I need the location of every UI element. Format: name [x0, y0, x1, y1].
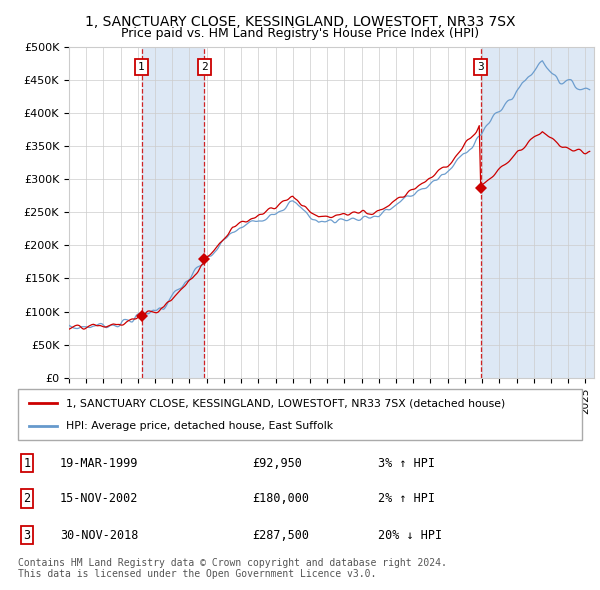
Text: 2% ↑ HPI: 2% ↑ HPI	[378, 492, 435, 505]
Bar	[142, 47, 205, 378]
Text: 1: 1	[138, 62, 145, 72]
Text: 1, SANCTUARY CLOSE, KESSINGLAND, LOWESTOFT, NR33 7SX: 1, SANCTUARY CLOSE, KESSINGLAND, LOWESTO…	[85, 15, 515, 29]
Text: 30-NOV-2018: 30-NOV-2018	[60, 529, 139, 542]
Text: 3: 3	[23, 529, 31, 542]
Text: £180,000: £180,000	[252, 492, 309, 505]
Text: 3% ↑ HPI: 3% ↑ HPI	[378, 457, 435, 470]
Text: £92,950: £92,950	[252, 457, 302, 470]
Text: 20% ↓ HPI: 20% ↓ HPI	[378, 529, 442, 542]
Text: HPI: Average price, detached house, East Suffolk: HPI: Average price, detached house, East…	[66, 421, 333, 431]
Text: 15-NOV-2002: 15-NOV-2002	[60, 492, 139, 505]
Text: 2: 2	[201, 62, 208, 72]
Text: £287,500: £287,500	[252, 529, 309, 542]
Bar	[481, 47, 594, 378]
Text: Price paid vs. HM Land Registry's House Price Index (HPI): Price paid vs. HM Land Registry's House …	[121, 27, 479, 40]
Text: 1: 1	[23, 457, 31, 470]
Text: 3: 3	[477, 62, 484, 72]
Text: Contains HM Land Registry data © Crown copyright and database right 2024.
This d: Contains HM Land Registry data © Crown c…	[18, 558, 447, 579]
Text: 19-MAR-1999: 19-MAR-1999	[60, 457, 139, 470]
Text: 2: 2	[23, 492, 31, 505]
Text: 1, SANCTUARY CLOSE, KESSINGLAND, LOWESTOFT, NR33 7SX (detached house): 1, SANCTUARY CLOSE, KESSINGLAND, LOWESTO…	[66, 398, 505, 408]
